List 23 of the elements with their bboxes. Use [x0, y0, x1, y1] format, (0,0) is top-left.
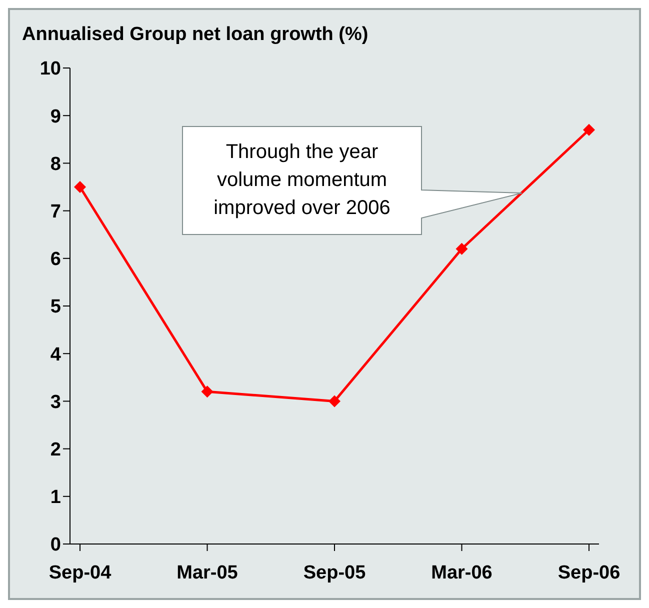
y-tick-label: 6: [50, 249, 61, 270]
y-tick-label: 10: [40, 58, 61, 80]
y-tick-label: 5: [50, 296, 62, 318]
chart-title: Annualised Group net loan growth (%): [22, 24, 368, 46]
point: [583, 124, 595, 136]
x-tick-label: Mar-06: [431, 562, 492, 584]
y-tick-label: 0: [50, 534, 61, 556]
x-tick-label: Mar-05: [176, 562, 238, 584]
x-tick-label: Sep-04: [48, 562, 112, 584]
y-tick-label: 9: [50, 106, 61, 128]
y-tick-label: 2: [50, 440, 61, 461]
x-tick-label: Sep-06: [558, 562, 620, 584]
point: [74, 181, 86, 193]
annotation: Through the year volume momentum improved over 2006: [212, 140, 392, 221]
y-tick-label: 7: [50, 202, 61, 223]
point: [201, 386, 214, 398]
y-tick-label: 1: [50, 487, 62, 508]
x-tick-label: Sep-05: [303, 562, 366, 584]
point: [456, 242, 468, 255]
y-tick-label: 8: [50, 154, 61, 175]
y-tick-label: 4: [50, 344, 62, 366]
y-tick-label: 3: [50, 392, 61, 413]
point: [328, 395, 340, 408]
